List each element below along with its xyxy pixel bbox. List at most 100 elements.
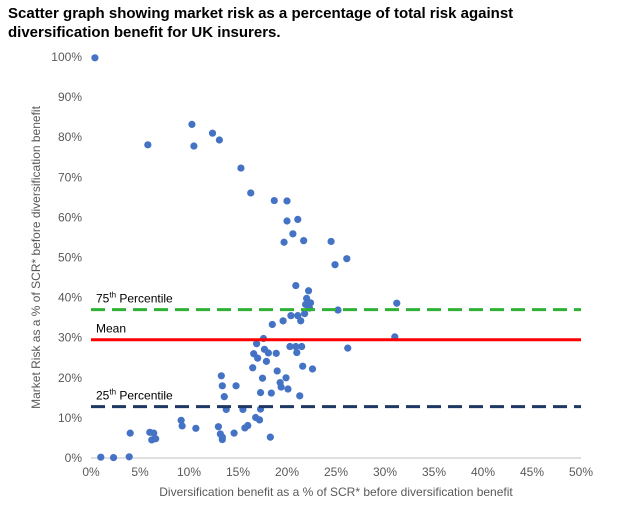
x-tick-label: 50%: [569, 465, 593, 479]
y-tick-label: 0%: [65, 451, 83, 465]
reference-line-label: 75th Percentile: [96, 291, 173, 306]
data-point: [334, 306, 342, 314]
y-tick-label: 90%: [58, 90, 82, 104]
y-tick-label: 20%: [58, 371, 82, 385]
y-axis-label: Market Risk as a % of SCR* before divers…: [29, 105, 43, 408]
data-point: [282, 374, 290, 382]
data-point: [297, 317, 305, 325]
data-point: [272, 349, 280, 357]
data-point: [214, 423, 222, 431]
data-point: [125, 453, 133, 461]
data-point: [208, 129, 217, 137]
x-tick-label: 40%: [471, 465, 495, 479]
data-point: [177, 416, 185, 424]
data-point: [298, 342, 306, 351]
x-tick-label: 35%: [422, 465, 446, 479]
x-tick-label: 45%: [520, 465, 544, 479]
y-tick-label: 80%: [58, 130, 82, 144]
data-point: [178, 422, 186, 430]
data-point: [286, 342, 294, 351]
x-tick-label: 10%: [177, 465, 201, 479]
data-point: [253, 340, 261, 348]
data-points: [91, 54, 401, 462]
data-point: [277, 383, 285, 391]
data-point: [301, 310, 309, 318]
x-tick-label: 30%: [373, 465, 397, 479]
data-point: [304, 287, 313, 295]
data-point: [256, 389, 265, 397]
data-point: [152, 435, 160, 443]
data-point: [306, 299, 315, 307]
x-tick-label: 25%: [324, 465, 348, 479]
data-point: [220, 393, 228, 401]
x-axis-ticks: 0% 5% 10% 15% 20% 25% 30% 35% 40% 45% 50%: [82, 465, 593, 479]
data-point: [232, 382, 240, 390]
data-point: [230, 429, 238, 437]
y-tick-label: 10%: [58, 411, 82, 425]
x-tick-label: 0%: [82, 465, 100, 479]
data-point: [91, 54, 99, 62]
data-point: [237, 164, 245, 172]
data-point: [292, 342, 300, 351]
data-point: [244, 421, 252, 430]
data-point: [258, 374, 267, 382]
data-point: [280, 238, 288, 246]
data-point: [264, 349, 272, 357]
data-point: [283, 217, 291, 225]
data-point: [266, 433, 274, 441]
data-point: [218, 382, 226, 390]
data-point: [279, 317, 287, 325]
data-point: [284, 385, 292, 393]
data-point: [296, 392, 304, 400]
data-point: [327, 237, 335, 246]
data-point: [190, 142, 198, 150]
data-point: [254, 354, 262, 362]
data-point: [331, 261, 339, 269]
data-point: [308, 365, 317, 373]
data-point: [215, 136, 223, 144]
y-tick-label: 70%: [58, 170, 82, 184]
data-point: [144, 141, 152, 149]
data-point: [150, 429, 158, 437]
y-tick-label: 100%: [51, 50, 82, 64]
data-point: [270, 196, 278, 205]
x-tick-label: 20%: [275, 465, 299, 479]
y-tick-label: 40%: [58, 291, 82, 305]
data-point: [393, 299, 401, 307]
reference-line-label: 25th Percentile: [96, 388, 173, 403]
data-point: [249, 364, 257, 372]
data-point: [293, 348, 301, 357]
x-tick-label: 15%: [226, 465, 250, 479]
data-point: [292, 281, 300, 290]
data-point: [192, 424, 200, 432]
data-point: [289, 230, 297, 238]
data-point: [273, 367, 281, 375]
data-point: [109, 453, 118, 462]
data-point: [126, 429, 134, 437]
chart-title: Scatter graph showing market risk as a p…: [8, 5, 514, 41]
data-point: [267, 389, 275, 397]
data-point: [247, 189, 255, 197]
y-tick-label: 30%: [58, 331, 82, 345]
data-point: [283, 197, 291, 205]
y-axis-ticks: 0% 10% 20% 30% 40% 50% 60% 70% 80% 90% 100%: [51, 50, 82, 465]
data-point: [294, 215, 302, 224]
data-point: [217, 372, 225, 380]
data-point: [299, 362, 307, 370]
data-point: [255, 416, 264, 424]
data-point: [344, 344, 352, 352]
data-point: [343, 255, 351, 263]
data-point: [218, 433, 226, 441]
reference-lines: 75th Percentile Mean 25th Percentile: [91, 291, 581, 409]
x-tick-label: 5%: [131, 465, 149, 479]
data-point: [300, 237, 308, 245]
data-point: [262, 357, 271, 365]
data-point: [188, 120, 196, 128]
x-axis-label: Diversification benefit as a % of SCR* b…: [159, 485, 513, 499]
data-point: [287, 312, 295, 320]
reference-line-label: Mean: [96, 322, 126, 336]
data-point: [268, 320, 276, 329]
y-tick-label: 50%: [58, 251, 82, 265]
data-point: [97, 453, 105, 461]
